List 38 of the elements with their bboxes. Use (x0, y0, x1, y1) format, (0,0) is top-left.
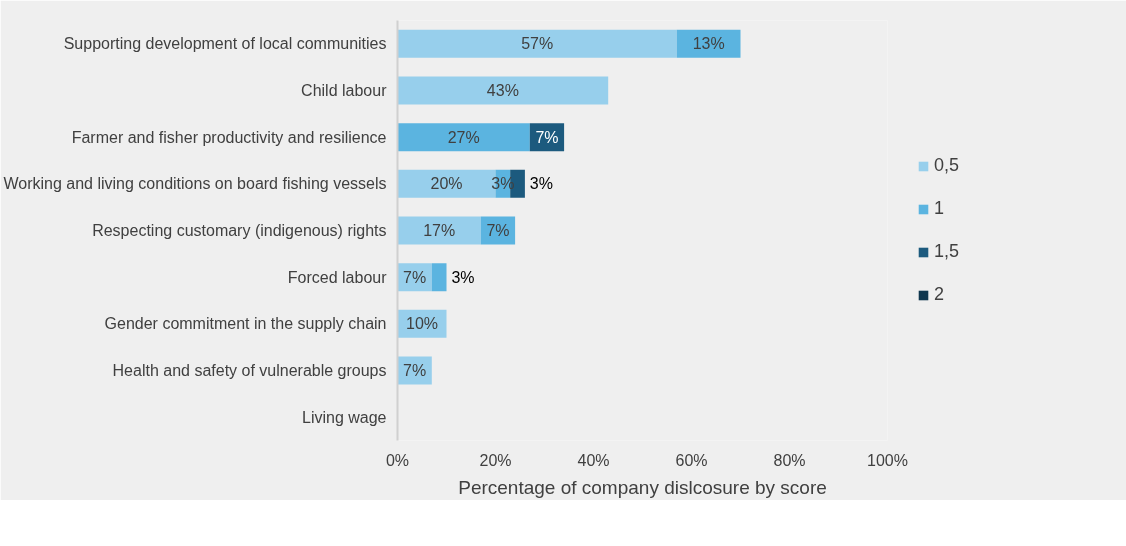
data-label: 3% (529, 175, 553, 193)
y-tick-label: Gender commitment in the supply chain (104, 315, 387, 333)
data-label: 43% (486, 82, 519, 99)
y-tick-label: Farmer and fisher productivity and resilience (71, 128, 387, 146)
legend-label: 2 (934, 284, 945, 305)
data-label: 20% (430, 175, 463, 193)
y-tick-label: Living wage (302, 408, 387, 426)
data-label: 3% (451, 268, 475, 286)
x-tick-label: 20% (479, 451, 512, 469)
bar (397, 123, 530, 152)
legend-label: 0,5 (934, 155, 960, 176)
x-tick-label: 40% (577, 451, 610, 469)
y-tick-label: Health and safety of vulnerable groups (112, 362, 387, 379)
data-label: 17% (423, 222, 456, 239)
y-tick-label: Supporting development of local communities (63, 35, 387, 53)
data-label: 10% (405, 315, 439, 333)
data-label: 13% (692, 35, 725, 53)
data-label: 7% (486, 222, 510, 239)
legend-label: 1 (934, 198, 945, 219)
y-tick-label: Working and living conditions on board fishing vessels (3, 175, 387, 193)
x-tick-label: 60% (675, 451, 708, 469)
x-tick-label: 100% (867, 451, 908, 469)
y-tick-label: Respecting customary (indigenous) rights (92, 222, 387, 239)
data-label: 7% (535, 128, 559, 146)
x-tick-label: 0% (385, 451, 410, 469)
data-label: 27% (447, 128, 480, 146)
legend-label: 1,5 (934, 241, 960, 262)
bar (397, 216, 481, 245)
x-tick-label: 80% (773, 451, 806, 469)
x-axis-title: Percentage of company dislcosure by score (458, 476, 827, 498)
bar (431, 263, 447, 292)
data-label: 7% (403, 362, 427, 379)
y-tick-label: Child labour (301, 82, 388, 99)
bar (397, 76, 609, 105)
bar (397, 29, 677, 58)
data-label: 57% (521, 35, 554, 53)
y-tick-label: Forced labour (287, 268, 388, 286)
data-label: 7% (403, 268, 427, 286)
